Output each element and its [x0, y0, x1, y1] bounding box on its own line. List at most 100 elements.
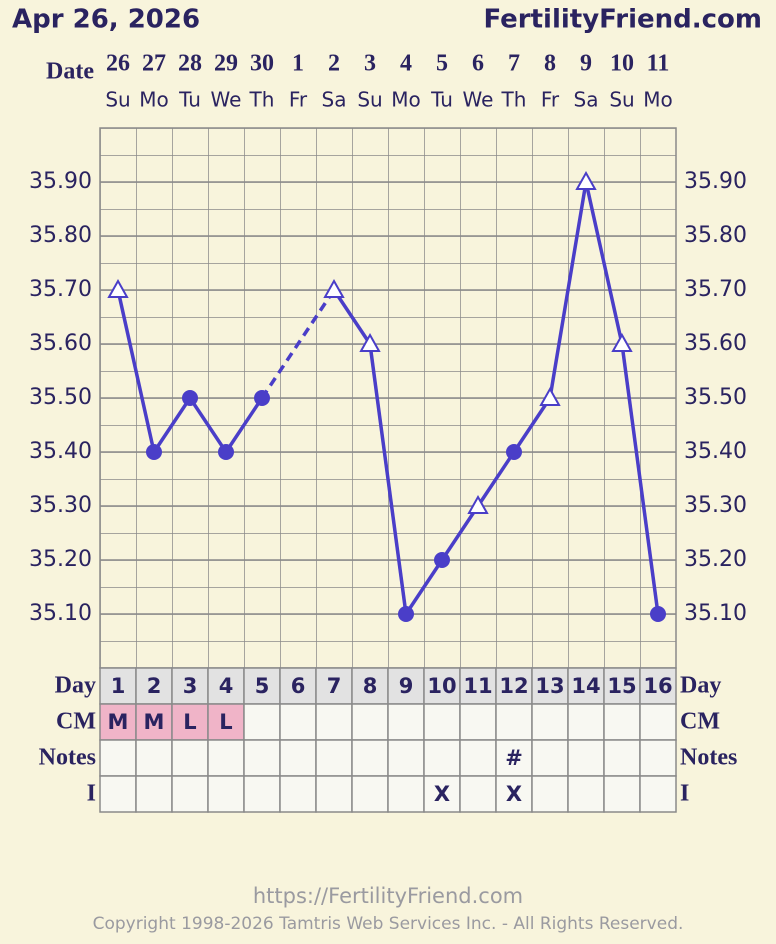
- cell-text: X: [434, 782, 450, 806]
- weekday-label: Mo: [643, 88, 673, 112]
- temp-marker: [323, 278, 345, 298]
- table-cell: [351, 739, 389, 777]
- date-label: Date: [46, 59, 94, 85]
- table-cell: [639, 667, 677, 705]
- table-cell: [279, 703, 317, 741]
- temp-line: [512, 397, 552, 453]
- weekday-label: Mo: [391, 88, 421, 112]
- table-cell: [459, 703, 497, 741]
- weekday-label: Th: [501, 88, 527, 112]
- temp-marker: [467, 494, 489, 514]
- temp-line: [260, 289, 336, 399]
- cell-text: 5: [255, 674, 270, 698]
- cell-text: 3: [183, 674, 198, 698]
- cell-text: 16: [643, 674, 672, 698]
- table-cell: [243, 703, 281, 741]
- weekday-label: Sa: [322, 88, 347, 112]
- table-cell: [603, 739, 641, 777]
- table-cell: [459, 775, 497, 813]
- cell-text: X: [506, 782, 522, 806]
- temp-line: [368, 343, 408, 615]
- cell-text: 14: [571, 674, 600, 698]
- table-cell: [531, 775, 569, 813]
- chart-date: Apr 26, 2026: [12, 5, 200, 35]
- cell-text: 15: [607, 674, 636, 698]
- table-cell: [207, 739, 245, 777]
- table-cell: [243, 739, 281, 777]
- table-cell: [351, 667, 389, 705]
- table-cell: [567, 739, 605, 777]
- date-label: 6: [472, 51, 484, 77]
- row-label: I: [87, 781, 96, 807]
- temp-line: [476, 451, 516, 507]
- weekday-label: Th: [249, 88, 275, 112]
- cell-text: L: [183, 710, 196, 734]
- row-label: CM: [680, 709, 720, 735]
- y2-tick-label: 35.50: [684, 385, 747, 410]
- y-tick-label: 35.90: [29, 169, 92, 194]
- temp-marker: [359, 332, 381, 352]
- weekday-label: Su: [609, 88, 634, 112]
- table-cell: [639, 739, 677, 777]
- temp-line: [332, 289, 372, 345]
- temp-marker: [506, 444, 522, 460]
- cell-text: #: [505, 746, 523, 770]
- cell-text: M: [144, 710, 165, 734]
- temp-marker: [218, 444, 234, 460]
- table-cell: [531, 703, 569, 741]
- cell-text: M: [108, 710, 129, 734]
- row-label: I: [680, 781, 689, 807]
- table-cell: [315, 703, 353, 741]
- table-cell: [387, 703, 425, 741]
- y-tick-label: 35.50: [29, 385, 92, 410]
- weekday-label: We: [463, 88, 494, 112]
- table-cell: [99, 703, 137, 741]
- y-tick-label: 35.60: [29, 331, 92, 356]
- table-cell: [207, 775, 245, 813]
- date-label: 8: [544, 51, 556, 77]
- weekday-label: Fr: [289, 88, 308, 112]
- weekday-label: Tu: [178, 88, 201, 112]
- temp-line: [584, 181, 624, 345]
- temp-marker: [650, 606, 666, 622]
- date-label: 10: [610, 51, 634, 77]
- y2-tick-label: 35.60: [684, 331, 747, 356]
- cell-text: 10: [427, 674, 456, 698]
- temp-marker: [182, 390, 198, 406]
- y-tick-label: 35.10: [29, 601, 92, 626]
- y2-tick-label: 35.90: [684, 169, 747, 194]
- date-label: 28: [178, 51, 202, 77]
- temp-line: [404, 559, 444, 615]
- y-tick-label: 35.80: [29, 223, 92, 248]
- date-label: 2: [328, 51, 340, 77]
- date-label: 4: [400, 51, 412, 77]
- cell-text: 4: [219, 674, 234, 698]
- date-label: 5: [436, 51, 448, 77]
- y2-tick-label: 35.30: [684, 493, 747, 518]
- table-cell: [387, 739, 425, 777]
- row-label: Day: [55, 673, 96, 699]
- table-cell: [423, 739, 461, 777]
- table-cell: [279, 667, 317, 705]
- table-cell: [171, 739, 209, 777]
- table-cell: [135, 775, 173, 813]
- y-tick-label: 35.70: [29, 277, 92, 302]
- site-name: FertilityFriend.com: [483, 5, 762, 35]
- cell-text: 13: [535, 674, 564, 698]
- date-label: 9: [580, 51, 592, 77]
- date-label: 1: [292, 51, 304, 77]
- table-cell: [603, 775, 641, 813]
- table-cell: [387, 775, 425, 813]
- row-label: CM: [56, 709, 96, 735]
- cell-text: 1: [111, 674, 126, 698]
- temp-marker: [254, 390, 270, 406]
- y2-tick-label: 35.20: [684, 547, 747, 572]
- table-cell: [99, 739, 137, 777]
- temp-marker: [575, 170, 597, 190]
- date-label: 26: [106, 51, 130, 77]
- temp-marker: [434, 552, 450, 568]
- footer-copyright: Copyright 1998-2026 Tamtris Web Services…: [93, 914, 684, 934]
- cell-text: 11: [463, 674, 492, 698]
- table-cell: [603, 667, 641, 705]
- table-cell: [423, 667, 461, 705]
